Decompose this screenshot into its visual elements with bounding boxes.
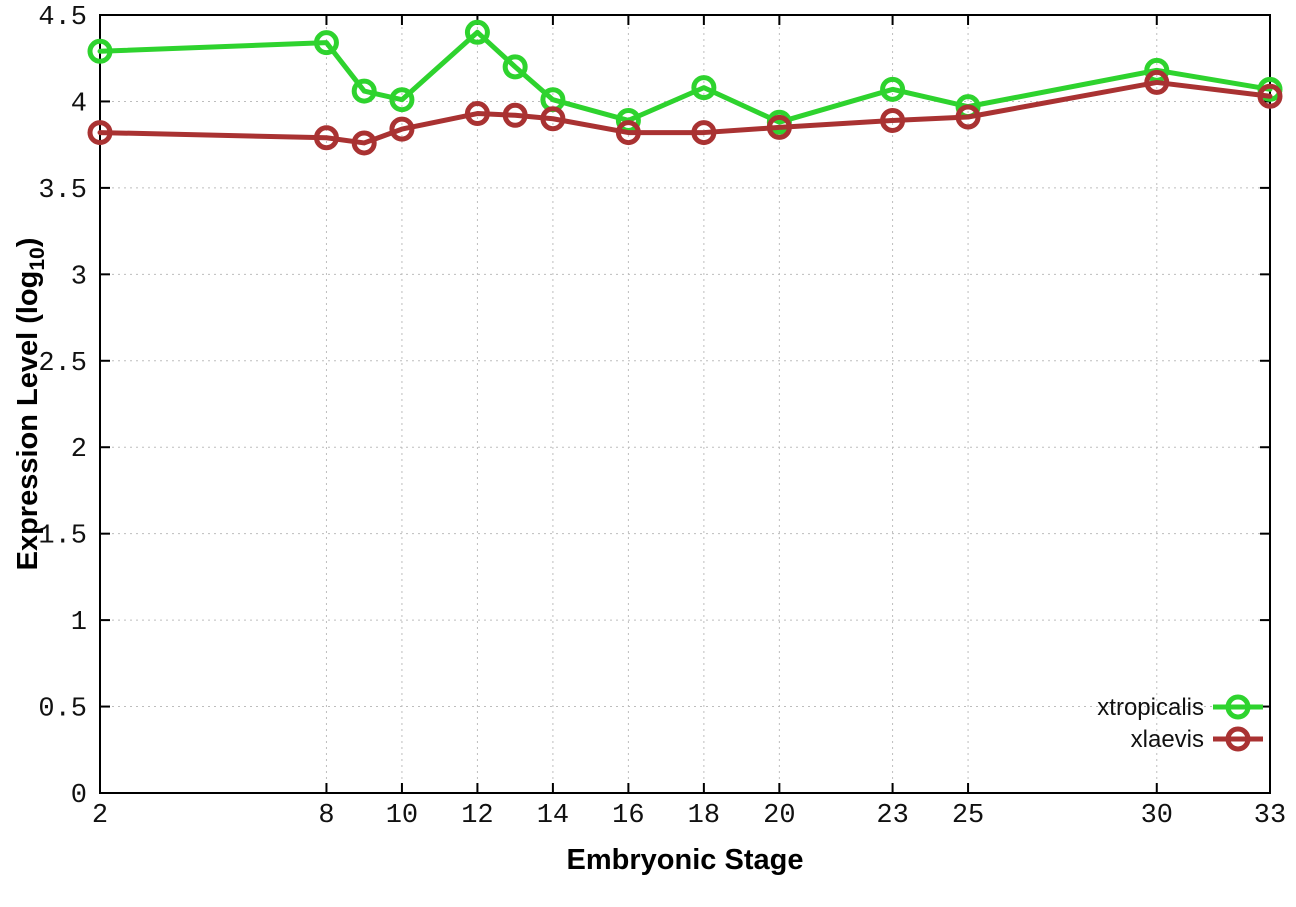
x-tick-label: 2 [92,801,108,831]
x-tick-label: 30 [1141,801,1173,831]
data-point-marker [389,116,415,142]
data-point-marker [880,107,906,133]
data-point-marker [87,120,113,146]
data-point-marker [955,104,981,130]
x-tick-label: 16 [612,801,644,831]
legend: xtropicalis xlaevis [1097,694,1263,753]
y-tick-label: 3.5 [38,176,87,206]
data-point-marker [691,120,717,146]
y-tick-label: 0 [71,781,87,811]
x-tick-label: 10 [386,801,418,831]
x-tick-label: 20 [763,801,795,831]
data-point-marker [87,38,113,64]
series-line [97,29,1273,125]
y-tick-label: 2.5 [38,349,87,379]
x-tick-label: 8 [318,801,334,831]
data-point-marker [351,78,377,104]
data-point-marker [313,125,339,151]
data-point-marker [880,76,906,102]
data-point-marker [691,75,717,101]
x-axis-title: Embryonic Stage [567,844,804,876]
data-point-marker [502,54,528,80]
data-point-marker [464,101,490,127]
plot-border [99,14,1271,794]
data-point-marker [1257,83,1283,109]
x-tick-label: 12 [461,801,493,831]
series-xlaevis [87,69,1283,156]
legend-marker-sample [1225,726,1251,752]
tick-marks [99,14,1271,794]
data-point-marker [502,102,528,128]
y-tick-label: 3 [71,262,87,292]
x-tick-label: 14 [537,801,569,831]
y-tick-label: 4 [71,89,87,119]
data-point-marker [615,120,641,146]
x-tick-label: 33 [1254,801,1286,831]
legend-marker-sample [1225,694,1251,720]
data-point-marker [464,19,490,45]
x-tick-label: 18 [688,801,720,831]
legend-label: xtropicalis [1097,694,1204,721]
series-xtropicalis [87,19,1283,135]
y-tick-label: 0.5 [38,695,87,725]
data-point-marker [351,130,377,156]
x-tick-label: 23 [876,801,908,831]
y-tick-label: 1.5 [38,522,87,552]
y-tick-label: 1 [71,608,87,638]
data-point-marker [540,106,566,132]
data-point-marker [1144,69,1170,95]
data-point-marker [313,30,339,56]
legend-label: xlaevis [1131,726,1204,753]
x-tick-label: 25 [952,801,984,831]
y-tick-label: 4.5 [38,3,87,33]
y-tick-label: 2 [71,435,87,465]
y-axis-title: Expression Level (log10) [12,238,49,571]
data-point-marker [389,87,415,113]
series-line [97,79,1273,146]
data-point-marker [766,114,792,140]
